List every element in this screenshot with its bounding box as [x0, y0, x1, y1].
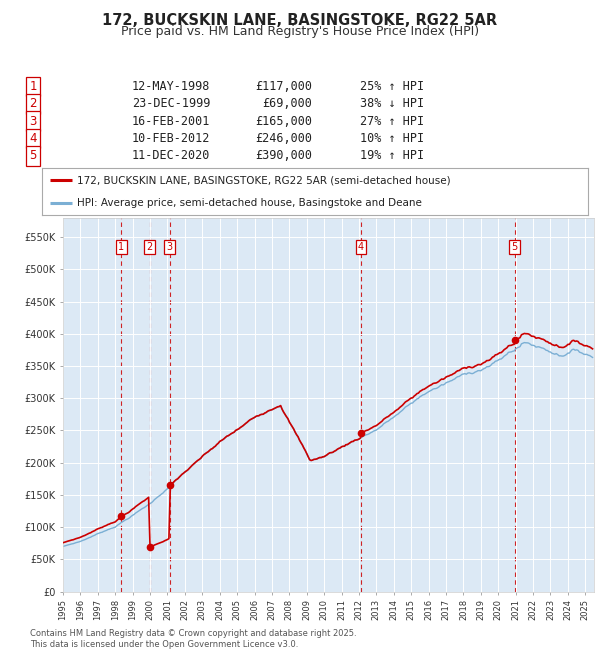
Text: 25% ↑ HPI: 25% ↑ HPI: [360, 80, 424, 93]
Text: £390,000: £390,000: [255, 150, 312, 162]
Text: 38% ↓ HPI: 38% ↓ HPI: [360, 98, 424, 111]
Text: 3: 3: [166, 242, 173, 252]
Text: £165,000: £165,000: [255, 114, 312, 127]
Text: 10-FEB-2012: 10-FEB-2012: [132, 132, 211, 145]
Text: 19% ↑ HPI: 19% ↑ HPI: [360, 150, 424, 162]
Text: 11-DEC-2020: 11-DEC-2020: [132, 150, 211, 162]
Text: 3: 3: [29, 114, 37, 127]
Text: 16-FEB-2001: 16-FEB-2001: [132, 114, 211, 127]
Text: 172, BUCKSKIN LANE, BASINGSTOKE, RG22 5AR (semi-detached house): 172, BUCKSKIN LANE, BASINGSTOKE, RG22 5A…: [77, 176, 451, 185]
Text: £117,000: £117,000: [255, 80, 312, 93]
Text: 27% ↑ HPI: 27% ↑ HPI: [360, 114, 424, 127]
Text: 23-DEC-1999: 23-DEC-1999: [132, 98, 211, 111]
Text: £69,000: £69,000: [262, 98, 312, 111]
Text: HPI: Average price, semi-detached house, Basingstoke and Deane: HPI: Average price, semi-detached house,…: [77, 198, 422, 208]
Text: 12-MAY-1998: 12-MAY-1998: [132, 80, 211, 93]
Text: 172, BUCKSKIN LANE, BASINGSTOKE, RG22 5AR: 172, BUCKSKIN LANE, BASINGSTOKE, RG22 5A…: [103, 13, 497, 28]
Text: Price paid vs. HM Land Registry's House Price Index (HPI): Price paid vs. HM Land Registry's House …: [121, 25, 479, 38]
Text: £246,000: £246,000: [255, 132, 312, 145]
Text: 5: 5: [29, 150, 37, 162]
Text: 2: 2: [146, 242, 153, 252]
Text: Contains HM Land Registry data © Crown copyright and database right 2025.
This d: Contains HM Land Registry data © Crown c…: [30, 629, 356, 649]
Text: 10% ↑ HPI: 10% ↑ HPI: [360, 132, 424, 145]
Text: 2: 2: [29, 98, 37, 111]
Text: 4: 4: [358, 242, 364, 252]
Text: 1: 1: [29, 80, 37, 93]
Text: 4: 4: [29, 132, 37, 145]
Text: 5: 5: [511, 242, 518, 252]
Text: 1: 1: [118, 242, 125, 252]
